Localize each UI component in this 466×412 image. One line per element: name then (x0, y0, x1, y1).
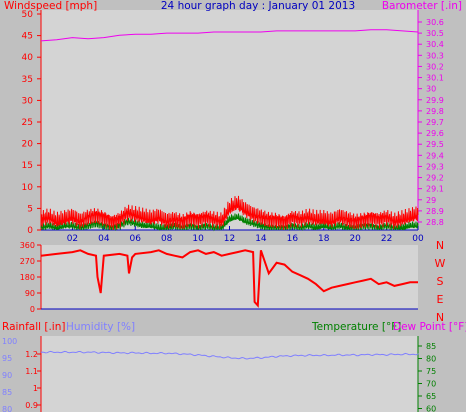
humidity-y-tick-label: 90 (2, 371, 12, 380)
wind-y-tick-label: 20 (22, 140, 34, 150)
humidity-axis-label: Humidity [%] (66, 321, 135, 333)
temperature-y-tick-label: 85 (426, 342, 436, 351)
barometer-y-tick-label: 30 (426, 85, 436, 94)
rainfall-axis-label: Rainfall [.in] (2, 321, 65, 333)
temperature-y-ticks: 85 80 75 70 65 60 (418, 342, 436, 412)
windspeed-axis-label: Windspeed [mph] (4, 0, 97, 12)
wind-x-tick-label: 18 (318, 234, 330, 244)
temperature-y-tick-label: 75 (426, 367, 436, 376)
barometer-y-tick-label: 29.7 (426, 118, 444, 127)
dew-point-axis-label: Dew Point [°F] (393, 321, 466, 333)
barometer-y-tick-label: 30.2 (426, 62, 444, 71)
temperature-axis-label: Temperature [°F] (311, 321, 401, 333)
wind-y-tick-label: 10 (22, 183, 34, 193)
temperature-y-tick-label: 70 (426, 380, 436, 389)
barometer-y-tick-label: 30.3 (426, 51, 444, 60)
wind-y-ticks: 0 5 10 15 20 25 30 35 40 45 50 (22, 10, 41, 236)
wind-x-tick-label: 10 (192, 234, 204, 244)
humidity-y-tick-label: 95 (2, 354, 12, 363)
rainfall-y-tick-label: 1.2 (25, 350, 38, 359)
direction-y-tick-label: 270 (20, 257, 35, 266)
wind-x-tick-label: 02 (67, 234, 78, 244)
direction-y-tick-label: 360 (20, 241, 35, 250)
barometer-y-tick-label: 30.5 (426, 29, 444, 38)
humidity-y-tick-label: 100 (2, 337, 17, 346)
humidity-plot-area (41, 336, 418, 412)
wind-x-tick-label: 12 (224, 234, 235, 244)
barometer-y-tick-label: 29.9 (426, 96, 444, 105)
wind-x-tick-label: 14 (255, 234, 267, 244)
barometer-y-tick-label: 30.4 (426, 40, 444, 49)
compass-label: S (437, 275, 444, 288)
temperature-y-tick-label: 60 (426, 405, 436, 412)
direction-y-ticks: 360 270 180 90 0 (20, 241, 41, 314)
wind-x-tick-label: 00 (412, 234, 424, 244)
wind-x-tick-label: 22 (381, 234, 392, 244)
direction-y-tick-label: 90 (25, 289, 35, 298)
wind-y-tick-label: 45 (22, 32, 33, 42)
barometer-y-tick-label: 30.6 (426, 18, 444, 27)
humidity-series-line (40, 350, 419, 360)
barometer-y-tick-label: 29.3 (426, 162, 444, 171)
compass-label: N (436, 239, 444, 252)
barometer-y-tick-label: 29.2 (426, 174, 444, 183)
direction-y-tick-label: 0 (30, 305, 35, 314)
barometer-y-tick-label: 29.6 (426, 129, 444, 138)
barometer-y-tick-label: 29.1 (426, 185, 444, 194)
wind-y-tick-label: 0 (27, 226, 33, 236)
barometer-y-tick-label: 29.8 (426, 107, 444, 116)
wind-y-tick-label: 30 (22, 96, 34, 106)
direction-y-tick-label: 180 (20, 273, 35, 282)
wind-y-tick-label: 15 (22, 161, 33, 171)
temperature-y-tick-label: 80 (426, 355, 436, 364)
barometer-axis-label: Barometer [.in] (382, 0, 462, 12)
humidity-y-ticks: 100 95 90 85 80 (2, 337, 17, 412)
wind-plot-area (41, 10, 418, 230)
wind-y-tick-label: 40 (22, 53, 34, 63)
rainfall-y-tick-label: 0.9 (25, 401, 38, 410)
windspeed-series-line (40, 195, 419, 231)
chart-title: 24 hour graph day : January 01 2013 (161, 0, 355, 12)
wind-y-tick-label: 5 (27, 204, 33, 214)
wind-x-tick-label: 06 (130, 234, 142, 244)
barometer-y-tick-label: 28.8 (426, 218, 444, 227)
barometer-y-ticks: 28.8 28.9 29 29.1 29.2 29.3 29.4 29.5 29.6 29.7 29… (418, 18, 444, 227)
wind-y-tick-label: 35 (22, 75, 33, 85)
rainfall-y-tick-label: 1 (33, 384, 38, 393)
humidity-y-tick-label: 85 (2, 388, 12, 397)
humidity-y-tick-label: 80 (2, 405, 12, 412)
wind-barometer-chart: Windspeed [mph] 24 hour graph day : Janu… (4, 0, 462, 244)
compass-label: N (436, 311, 444, 324)
rainfall-y-ticks: 1.21.110.90.8 (25, 350, 41, 410)
temperature-y-tick-label: 65 (426, 392, 436, 401)
wind-y-tick-label: 25 (22, 118, 33, 128)
barometer-y-tick-label: 29 (426, 196, 436, 205)
barometer-y-tick-label: 28.9 (426, 207, 444, 216)
wind-y-tick-label: 50 (22, 10, 34, 20)
wind-x-tick-label: 20 (349, 234, 361, 244)
barometer-series-line (40, 29, 419, 42)
barometer-y-tick-label: 29.4 (426, 151, 444, 160)
compass-label: W (435, 257, 446, 270)
compass-label: E (437, 293, 444, 306)
barometer-y-tick-label: 29.5 (426, 140, 444, 149)
rainfall-y-tick-label: 1.1 (25, 367, 38, 376)
wind-direction-series-line (40, 249, 418, 308)
wind-x-tick-label: 04 (98, 234, 110, 244)
barometer-y-tick-label: 30.1 (426, 74, 444, 83)
wind-x-tick-label: 16 (287, 234, 299, 244)
wind-x-tick-label: 08 (161, 234, 173, 244)
humidity-temperature-chart: Rainfall [.in] Humidity [%] Temperature … (2, 321, 466, 412)
